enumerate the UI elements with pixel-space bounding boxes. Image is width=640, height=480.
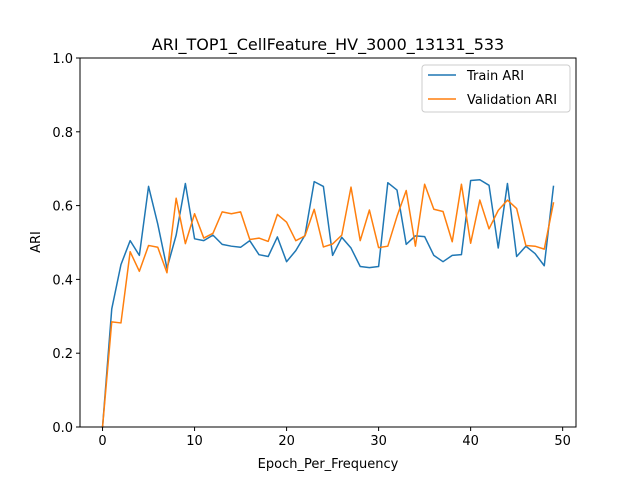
- x-tick-label: 20: [278, 434, 295, 449]
- y-tick-label: 0.6: [52, 200, 73, 215]
- series-line-0: [101, 179, 555, 428]
- x-tick-label: 10: [186, 434, 203, 449]
- x-tick-label: 50: [554, 434, 571, 449]
- legend-label-1: Validation ARI: [467, 93, 557, 108]
- legend-label-0: Train ARI: [466, 69, 524, 84]
- x-tick-label: 40: [462, 434, 479, 449]
- x-tick-label: 0: [98, 434, 106, 449]
- x-axis-label: Epoch_Per_Frequency: [258, 457, 399, 472]
- y-axis-ticks: 0.0 0.2 0.4 0.6 0.8 1.0: [52, 52, 80, 436]
- y-tick-label: 1.0: [52, 52, 73, 67]
- y-tick-label: 0.4: [52, 273, 73, 288]
- plot-area: [101, 179, 555, 428]
- y-tick-label: 0.8: [52, 126, 73, 141]
- y-tick-label: 0.2: [52, 347, 73, 362]
- series-line-1: [101, 183, 555, 428]
- axes-frame: [79, 57, 577, 428]
- chart-title: ARI_TOP1_CellFeature_HV_3000_13131_533: [152, 35, 504, 55]
- legend-box: [421, 64, 571, 113]
- y-tick-label: 0.0: [52, 421, 73, 436]
- x-tick-label: 30: [370, 434, 387, 449]
- x-axis-ticks: 0 10 20 30 40 50: [98, 427, 571, 449]
- axes: [79, 57, 577, 428]
- legend: Train ARI Validation ARI: [421, 64, 571, 113]
- y-axis-label: ARI: [29, 231, 44, 253]
